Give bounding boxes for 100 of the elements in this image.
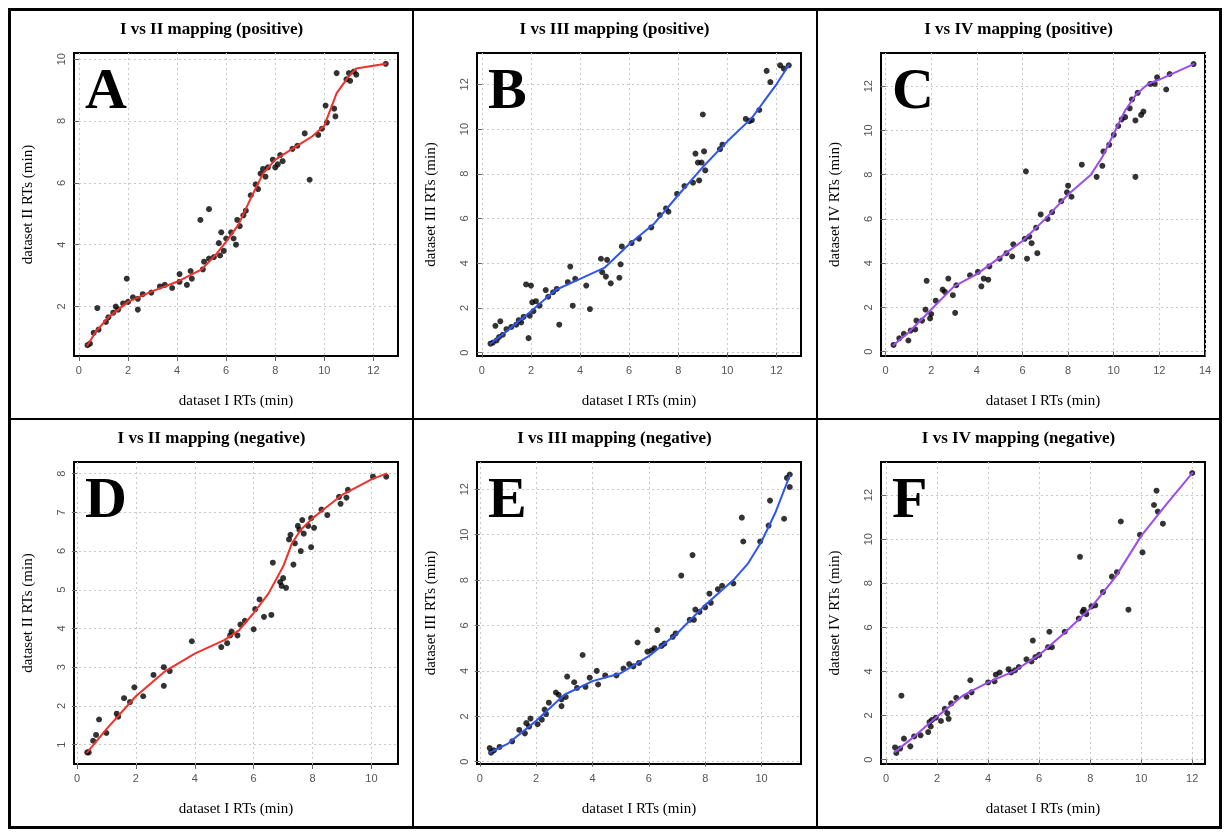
x-tick-label: 8 (675, 363, 682, 376)
y-tick-label: 2 (861, 712, 874, 719)
x-tick-label: 2 (124, 363, 132, 376)
annotation: D (85, 464, 127, 530)
annotation: F (891, 464, 928, 530)
chart-title: I vs II mapping (positive) (119, 19, 304, 38)
chart-title: I vs III mapping (negative) (517, 428, 713, 447)
x-tick-label: 2 (927, 363, 934, 376)
x-tick-label: 6 (250, 771, 257, 784)
annotation: E (488, 464, 528, 530)
x-tick-label: 10 (365, 771, 378, 784)
y-tick-label: 4 (54, 625, 67, 632)
x-axis-title: dataset I RTs (min) (582, 391, 697, 409)
x-tick-label: 8 (309, 771, 316, 784)
annotation: A (85, 55, 127, 121)
y-axis-title: dataset III RTs (min) (421, 550, 439, 676)
annotation: C (891, 55, 934, 121)
y-tick-label: 3 (54, 664, 67, 671)
x-tick-label: 4 (589, 771, 596, 784)
x-tick-label: 0 (882, 363, 889, 376)
y-tick-label: 2 (457, 304, 470, 311)
y-tick-label: 10 (861, 533, 874, 546)
x-tick-label: 0 (479, 363, 486, 376)
y-axis-title: dataset IV RTs (min) (825, 550, 843, 676)
chart-title: I vs IV mapping (negative) (921, 428, 1115, 447)
x-axis-title: dataset I RTs (min) (985, 799, 1100, 817)
x-tick-label: 4 (191, 771, 198, 784)
y-tick-label: 12 (457, 483, 470, 496)
y-tick-label: 6 (457, 622, 470, 629)
x-tick-label: 14 (1198, 363, 1211, 376)
y-tick-label: 0 (457, 349, 470, 356)
annotation: B (488, 55, 528, 121)
x-tick-label: 2 (933, 771, 940, 784)
y-tick-label: 4 (861, 260, 874, 267)
chart-title: I vs III mapping (positive) (519, 19, 710, 38)
x-axis-title: dataset I RTs (min) (178, 391, 294, 409)
x-tick-label: 4 (973, 363, 980, 376)
y-axis-title: dataset II RTs (min) (18, 553, 36, 673)
y-tick-label: 6 (861, 624, 874, 631)
x-tick-label: 8 (1064, 363, 1071, 376)
y-tick-label: 6 (54, 179, 67, 186)
y-tick-label: 8 (457, 577, 470, 584)
y-tick-label: 0 (861, 348, 874, 355)
x-tick-label: 2 (533, 771, 540, 784)
y-tick-label: 4 (54, 241, 67, 248)
y-tick-label: 12 (861, 80, 874, 93)
y-tick-label: 6 (54, 547, 67, 555)
y-tick-label: 6 (457, 215, 470, 222)
x-tick-label: 0 (73, 771, 81, 784)
x-axis-title: dataset I RTs (min) (178, 799, 294, 817)
x-tick-label: 2 (528, 363, 535, 376)
y-tick-label: 1 (54, 741, 67, 748)
x-tick-label: 6 (646, 771, 653, 784)
x-tick-label: 12 (367, 363, 380, 376)
y-tick-label: 4 (861, 668, 874, 675)
y-tick-label: 6 (861, 215, 874, 222)
y-tick-label: 10 (457, 528, 470, 541)
x-tick-label: 6 (1035, 771, 1042, 784)
x-axis-title: dataset I RTs (min) (985, 391, 1100, 409)
x-tick-label: 12 (770, 363, 783, 376)
y-tick-label: 5 (54, 586, 67, 593)
y-tick-label: 0 (861, 756, 874, 763)
y-tick-label: 0 (457, 758, 470, 765)
y-tick-label: 8 (457, 170, 470, 177)
x-tick-label: 12 (1152, 363, 1166, 376)
x-tick-label: 6 (223, 363, 230, 376)
x-tick-label: 12 (1185, 771, 1199, 784)
y-tick-label: 2 (54, 702, 67, 709)
y-axis-title: dataset II RTs (min) (18, 144, 36, 265)
x-tick-label: 4 (577, 363, 584, 376)
y-tick-label: 10 (457, 122, 470, 136)
y-tick-label: 12 (861, 488, 874, 502)
y-tick-label: 8 (54, 117, 67, 125)
y-tick-label: 7 (54, 509, 67, 516)
chart-title: I vs IV mapping (positive) (923, 19, 1113, 38)
x-tick-label: 2 (132, 771, 139, 784)
y-tick-label: 8 (861, 171, 874, 178)
x-tick-label: 10 (755, 771, 769, 784)
x-tick-label: 4 (174, 363, 181, 376)
x-tick-label: 10 (1134, 771, 1147, 784)
x-tick-label: 8 (702, 771, 709, 784)
x-tick-label: 6 (1019, 363, 1026, 376)
x-tick-label: 0 (477, 771, 484, 784)
x-tick-label: 8 (272, 363, 279, 376)
x-tick-label: 0 (882, 771, 889, 784)
y-tick-label: 12 (457, 78, 470, 91)
y-axis-title: dataset III RTs (min) (421, 142, 439, 267)
y-tick-label: 8 (861, 580, 874, 587)
x-axis-title: dataset I RTs (min) (582, 799, 697, 817)
y-tick-label: 4 (457, 260, 470, 267)
x-tick-label: 0 (75, 363, 82, 376)
x-tick-label: 10 (721, 363, 734, 376)
y-tick-label: 2 (457, 713, 470, 720)
y-tick-label: 10 (861, 124, 874, 137)
x-tick-label: 10 (1107, 363, 1120, 376)
x-tick-label: 4 (984, 771, 991, 784)
x-tick-label: 8 (1086, 771, 1093, 784)
y-tick-label: 2 (861, 304, 874, 311)
x-tick-label: 6 (626, 363, 633, 376)
chart-title: I vs II mapping (negative) (117, 428, 306, 447)
